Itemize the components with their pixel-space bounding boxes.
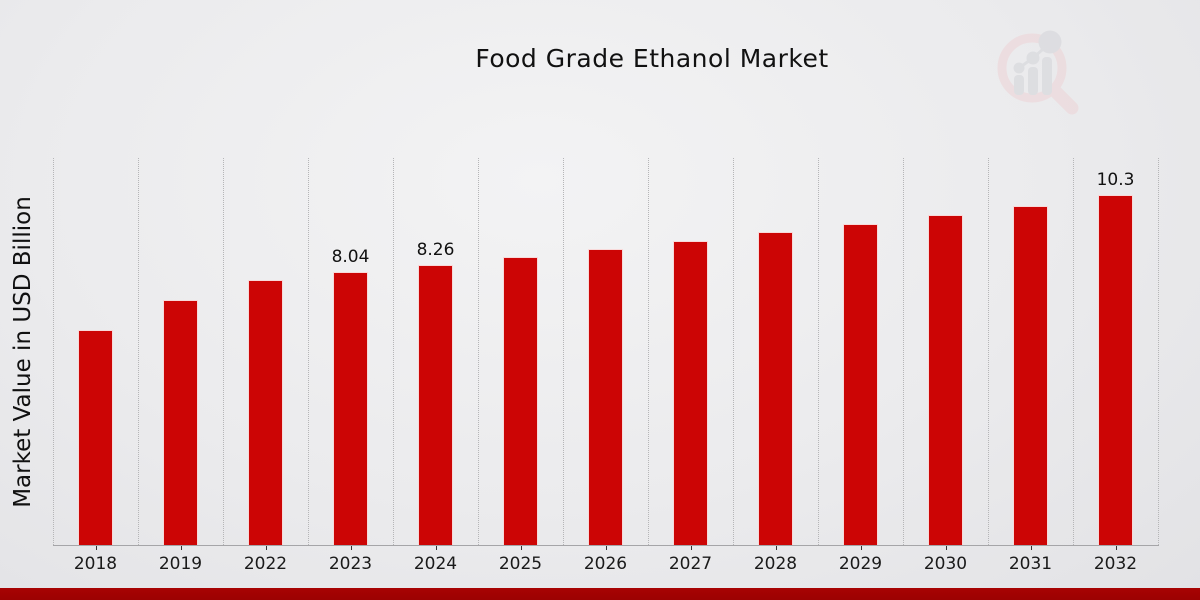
x-axis-tick bbox=[605, 546, 607, 550]
gridline bbox=[1073, 158, 1074, 545]
gridline bbox=[1158, 158, 1159, 545]
x-axis-tick bbox=[775, 546, 777, 550]
gridline bbox=[478, 158, 479, 545]
footer-accent-bar bbox=[0, 588, 1200, 600]
gridline bbox=[733, 158, 734, 545]
magnifier-bar-chart-icon bbox=[997, 30, 1079, 115]
x-axis-tick bbox=[945, 546, 947, 550]
gridline bbox=[223, 158, 224, 545]
gridline bbox=[988, 158, 989, 545]
plot-area: 2018 2019 2022 8.04 2023 8.26 2024 2025 2026 2027… bbox=[53, 158, 1159, 574]
bar-2026 bbox=[588, 248, 623, 545]
x-axis-tick bbox=[350, 546, 352, 550]
bar-2025 bbox=[503, 256, 538, 545]
gridline bbox=[138, 158, 139, 545]
bar-2029 bbox=[843, 223, 878, 545]
x-tick-label-2022: 2022 bbox=[243, 554, 288, 574]
x-tick-label-2029: 2029 bbox=[838, 554, 883, 574]
x-tick-label-2028: 2028 bbox=[753, 554, 798, 574]
bar-value-label-2032: 10.3 bbox=[1096, 170, 1135, 191]
x-axis-tick bbox=[95, 546, 97, 550]
gridline bbox=[393, 158, 394, 545]
x-axis-tick bbox=[1115, 546, 1117, 550]
bar-2019 bbox=[163, 300, 198, 545]
gridline bbox=[53, 158, 54, 545]
x-tick-label-2031: 2031 bbox=[1008, 554, 1053, 574]
x-tick-label-2026: 2026 bbox=[583, 554, 628, 574]
gridline bbox=[308, 158, 309, 545]
x-tick-label-2027: 2027 bbox=[668, 554, 713, 574]
x-axis-tick bbox=[265, 546, 267, 550]
x-tick-label-2023: 2023 bbox=[328, 554, 373, 574]
x-tick-label-2018: 2018 bbox=[73, 554, 118, 574]
x-axis-tick bbox=[520, 546, 522, 550]
bar-2022 bbox=[248, 279, 283, 545]
bar-2028 bbox=[758, 232, 793, 545]
x-tick-label-2025: 2025 bbox=[498, 554, 543, 574]
y-axis-label: Market Value in USD Billion bbox=[10, 196, 36, 508]
x-tick-label-2030: 2030 bbox=[923, 554, 968, 574]
gridline bbox=[903, 158, 904, 545]
bar-2018 bbox=[78, 330, 113, 545]
bar-2031 bbox=[1013, 205, 1048, 545]
gridline bbox=[648, 158, 649, 545]
bar-value-label-2023: 8.04 bbox=[331, 247, 370, 268]
gridline bbox=[563, 158, 564, 545]
x-axis-tick bbox=[860, 546, 862, 550]
x-axis-tick bbox=[180, 546, 182, 550]
bar-2024 bbox=[418, 264, 453, 545]
x-tick-label-2024: 2024 bbox=[413, 554, 458, 574]
bar-2030 bbox=[928, 215, 963, 545]
x-tick-label-2032: 2032 bbox=[1093, 554, 1138, 574]
bar-2032 bbox=[1098, 195, 1133, 545]
x-axis-tick bbox=[1030, 546, 1032, 550]
bar-2023 bbox=[333, 272, 368, 545]
x-axis-tick bbox=[690, 546, 692, 550]
bar-value-label-2024: 8.26 bbox=[416, 239, 455, 260]
x-axis-tick bbox=[435, 546, 437, 550]
x-tick-label-2019: 2019 bbox=[158, 554, 203, 574]
bar-2027 bbox=[673, 240, 708, 545]
chart-title: Food Grade Ethanol Market bbox=[475, 44, 829, 73]
gridline bbox=[818, 158, 819, 545]
